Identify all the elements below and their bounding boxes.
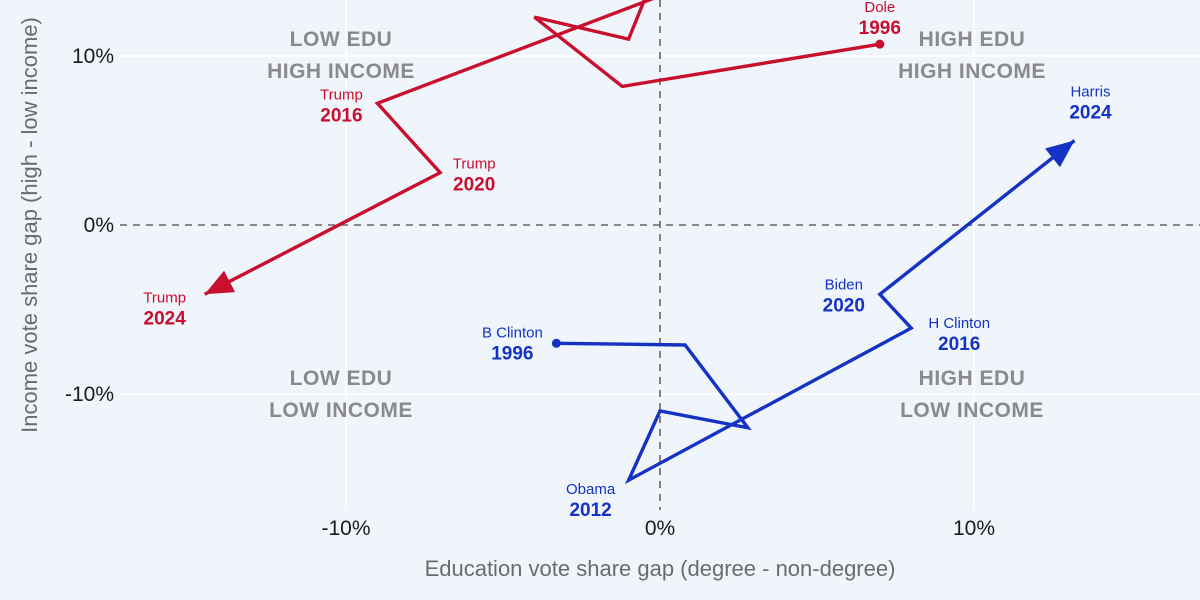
point-label-name: Trump — [320, 86, 363, 103]
x-tick-label: -10% — [321, 517, 370, 540]
quadrant-label-top-right: HIGH EDU — [919, 28, 1026, 51]
y-tick-label: 0% — [84, 214, 114, 237]
point-label-name: Obama — [566, 481, 616, 498]
y-tick-label: -10% — [65, 383, 114, 406]
point-label-year: 1996 — [491, 343, 533, 364]
quadrant-label-bottom-left: LOW INCOME — [269, 399, 413, 422]
point-label-name: Biden — [825, 276, 863, 293]
series-layer — [203, 0, 1076, 485]
point-label-year: 2024 — [144, 308, 187, 329]
y-tick-label: 10% — [72, 45, 114, 68]
point-label-name: Dole — [864, 0, 895, 16]
quadrant-label-top-left: LOW EDU — [290, 28, 393, 51]
point-label-year: 2016 — [938, 334, 980, 355]
series-start-dot — [551, 338, 561, 348]
point-label-name: Harris — [1070, 84, 1110, 101]
point-label-name: Trump — [143, 289, 186, 306]
series-start-dot — [875, 39, 885, 49]
quadrant-label-bottom-right: LOW INCOME — [900, 399, 1044, 422]
point-label-year: 2012 — [569, 500, 611, 521]
quadrant-label-bottom-right: HIGH EDU — [919, 367, 1026, 390]
y-axis-title: Income vote share gap (high - low income… — [17, 17, 42, 433]
axis-layer: -10% 0% 10% 10% 0% -10% Education vote share g… — [17, 17, 995, 581]
point-label-year: 1996 — [859, 18, 901, 39]
quadrant-label-bottom-left: LOW EDU — [290, 367, 393, 390]
x-axis-title: Education vote share gap (degree - non-d… — [425, 556, 896, 581]
grid-layer — [120, 0, 1200, 510]
series-arrowhead — [204, 270, 236, 295]
x-tick-label: 0% — [645, 517, 675, 540]
quadrant-label-top-right: HIGH INCOME — [898, 60, 1046, 83]
series-line-democratic — [556, 139, 1076, 485]
point-label-name: B Clinton — [482, 324, 543, 341]
point-label-year: 2016 — [320, 105, 362, 126]
point-label-year: 2020 — [823, 295, 865, 316]
point-label-year: 2020 — [453, 175, 495, 196]
quadrant-label-top-left: HIGH INCOME — [267, 60, 415, 83]
point-label-year: 2024 — [1069, 103, 1112, 124]
point-labels: Dole 1996 Trump 2016 Trump 2020 Trump 2024 B Cli… — [143, 0, 1112, 521]
point-label-name: H Clinton — [928, 315, 990, 332]
series-line-republican — [203, 0, 881, 296]
point-label-name: Trump — [453, 156, 496, 173]
x-tick-label: 10% — [953, 517, 995, 540]
quadrant-labels: LOW EDU HIGH INCOME HIGH EDU HIGH INCOME LOW… — [267, 28, 1046, 422]
series-arrowhead — [1045, 140, 1075, 168]
